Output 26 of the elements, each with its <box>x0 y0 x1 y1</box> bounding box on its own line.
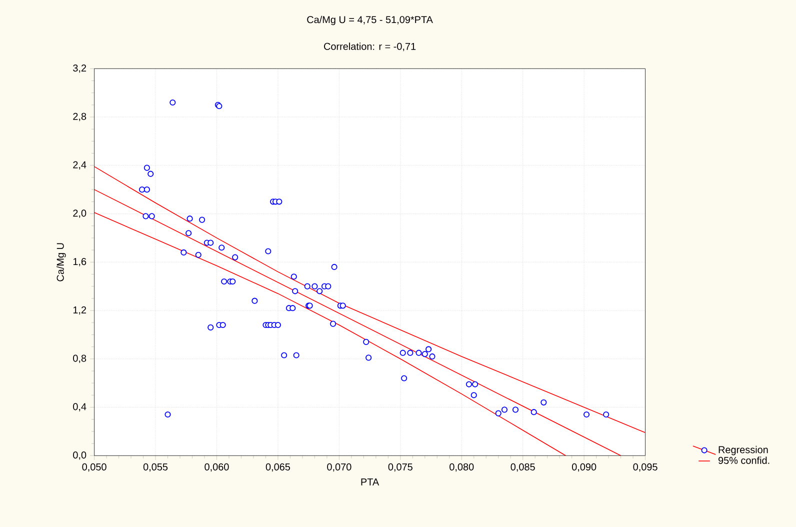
y-tick-label: 2,8 <box>73 112 86 122</box>
y-axis-title: Ca/Mg U <box>56 243 66 282</box>
x-tick-label: 0,065 <box>266 463 290 472</box>
y-tick-label: 0,8 <box>73 354 86 364</box>
x-tick-label: 0,070 <box>327 463 352 472</box>
x-tick-label: 0,080 <box>450 463 474 472</box>
y-tick-label: 1,6 <box>73 258 86 266</box>
chart-title: Ca/Mg U = 4,75 - 51,09*PTA <box>307 16 433 26</box>
x-tick-label: 0,090 <box>572 463 596 472</box>
legend-label: Regression <box>718 446 768 456</box>
x-tick-label: 0,060 <box>204 463 229 472</box>
x-tick-label: 0,085 <box>510 463 535 472</box>
x-axis-title: PTA <box>361 478 380 486</box>
x-tick-label: 0,075 <box>388 463 412 472</box>
y-tick-label: 2,0 <box>73 210 86 218</box>
x-tick-label: 0,050 <box>82 463 106 472</box>
line-series <box>94 212 566 456</box>
chart-subtitle: Correlation: r = -0,71 <box>324 42 416 52</box>
y-tick-label: 3,2 <box>73 64 86 73</box>
x-tick-label: 0,095 <box>633 463 658 472</box>
y-tick-label: 2,4 <box>73 161 86 170</box>
y-tick-label: 0,0 <box>73 452 86 460</box>
y-tick-label: 1,2 <box>73 306 86 315</box>
x-tick-label: 0,055 <box>143 463 168 472</box>
y-tick-label: 0,4 <box>73 403 86 412</box>
legend-label: 95% confid. <box>718 456 770 464</box>
